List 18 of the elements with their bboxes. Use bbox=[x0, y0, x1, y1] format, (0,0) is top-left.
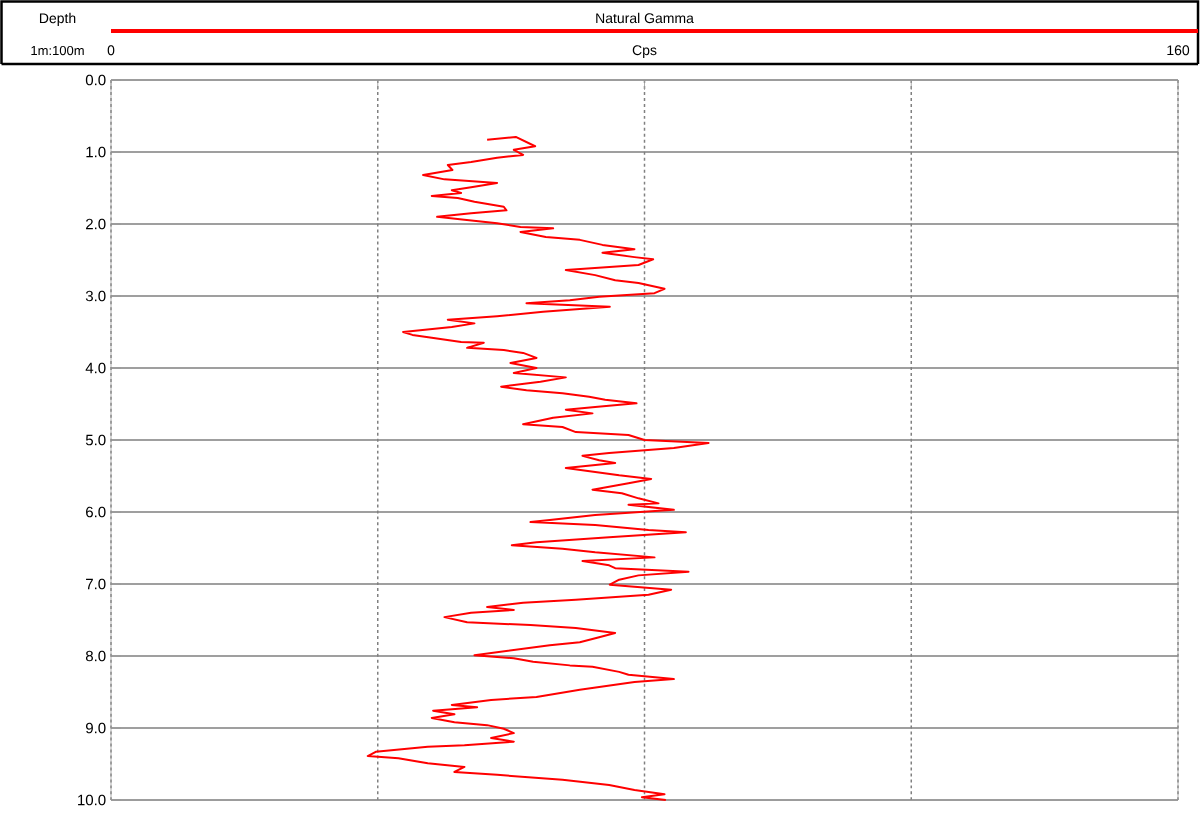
y-tick-label: 0.0 bbox=[85, 74, 106, 86]
y-tick-label: 8.0 bbox=[85, 650, 106, 662]
y-tick-label: 5.0 bbox=[85, 434, 106, 446]
y-tick-label: 6.0 bbox=[86, 506, 106, 518]
line-series bbox=[366, 135, 710, 802]
y-tick-label: 4.0 bbox=[85, 362, 106, 374]
text: Natural Gamma bbox=[596, 12, 694, 24]
y-tick-label: 2.0 bbox=[86, 218, 106, 230]
y-tick-label: 3.0 bbox=[85, 290, 106, 302]
x-axis-title: Cps bbox=[632, 45, 657, 58]
y-axis-title: Depth bbox=[39, 12, 76, 26]
y-tick-label: 9.0 bbox=[85, 722, 106, 734]
text: 1m:100m bbox=[31, 45, 84, 56]
y-tick-label: 1.0 bbox=[86, 146, 106, 158]
x-tick-label: 160 bbox=[1167, 45, 1190, 56]
y-tick-label: 10.0 bbox=[78, 794, 106, 806]
x-tick-label: 0 bbox=[107, 45, 115, 56]
y-tick-label: 7.0 bbox=[86, 578, 106, 590]
